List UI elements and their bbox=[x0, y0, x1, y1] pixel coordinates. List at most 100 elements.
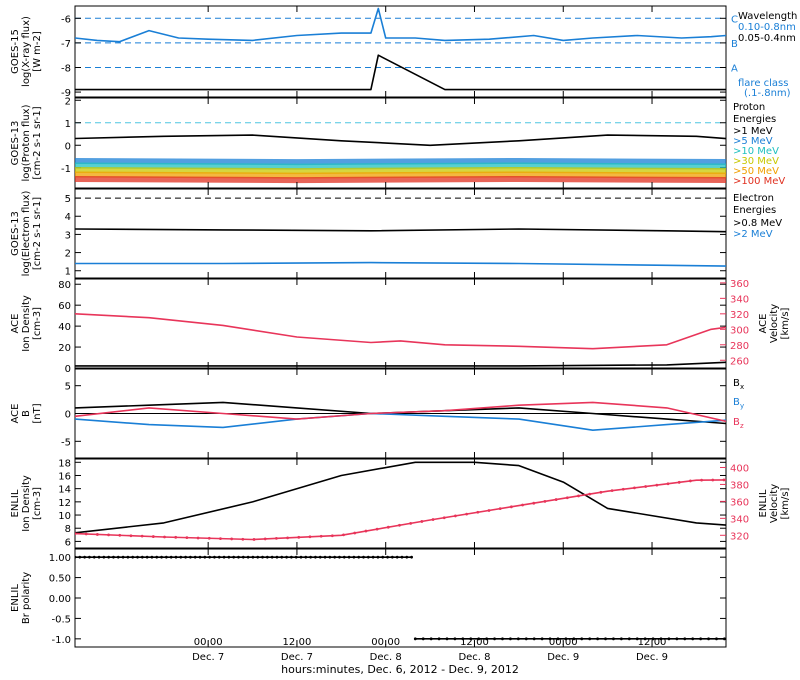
series-marker bbox=[509, 505, 513, 509]
y-tick-label-right: 340 bbox=[730, 294, 749, 305]
y-axis-label: log(Proton flux) bbox=[21, 104, 32, 181]
y-axis-label: GOES-15 bbox=[10, 29, 21, 74]
legend-entry-subscript: y bbox=[740, 402, 744, 410]
series-marker bbox=[314, 555, 317, 559]
series-marker bbox=[118, 533, 122, 537]
series-marker bbox=[699, 637, 703, 641]
series-marker bbox=[95, 533, 99, 536]
series-marker bbox=[498, 507, 502, 511]
y-tick-label: 0.00 bbox=[49, 594, 71, 605]
series-marker bbox=[185, 536, 189, 540]
series-line->0.8 MeV bbox=[75, 228, 726, 233]
series-marker bbox=[78, 555, 82, 559]
legend-title: Proton bbox=[733, 102, 765, 113]
series-marker bbox=[151, 535, 155, 538]
series-marker bbox=[203, 555, 207, 559]
series-marker bbox=[256, 555, 260, 559]
y-axis-label: ENLIL bbox=[10, 584, 21, 612]
series-marker bbox=[230, 537, 234, 541]
series-marker bbox=[323, 555, 327, 559]
series-marker bbox=[778, 637, 781, 640]
series-marker bbox=[454, 514, 457, 518]
panel-xray: C B A -9 -8 -7 -6 GOES-15 log(X-ray flux) [W m-2]… bbox=[10, 5, 797, 99]
series-marker bbox=[619, 637, 623, 641]
legend-entry: B bbox=[733, 378, 740, 389]
series-marker bbox=[308, 535, 312, 539]
y-tick-label: -1.0 bbox=[51, 635, 71, 646]
legend-title: Electron bbox=[733, 193, 774, 204]
y-tick-label: -7 bbox=[61, 39, 71, 50]
series-marker bbox=[532, 637, 536, 641]
series-marker bbox=[131, 555, 135, 559]
series-marker bbox=[265, 555, 269, 559]
series-marker bbox=[711, 478, 715, 482]
series-line-density bbox=[75, 361, 726, 367]
series-marker bbox=[219, 537, 222, 541]
series-marker bbox=[524, 637, 528, 641]
series-marker bbox=[222, 555, 226, 559]
series-marker bbox=[164, 555, 168, 559]
series-marker bbox=[121, 555, 125, 559]
series-marker bbox=[700, 478, 703, 482]
x-tick-date-label: Dec. 8 bbox=[458, 652, 490, 663]
series-group bbox=[75, 461, 782, 541]
panel-frame bbox=[74, 188, 727, 279]
x-tick-time-label: 00:00 bbox=[549, 637, 578, 648]
series-marker bbox=[352, 555, 356, 559]
legend-entry: >0.8 MeV bbox=[733, 218, 782, 229]
series-marker bbox=[330, 534, 334, 538]
y-tick-label-right: 260 bbox=[730, 356, 749, 367]
series-marker bbox=[794, 637, 797, 640]
y-axis-label: GOES-13 bbox=[10, 121, 21, 166]
legend-entry: B bbox=[733, 397, 740, 408]
y-tick-label-right: 340 bbox=[730, 514, 749, 525]
series-marker bbox=[548, 637, 552, 641]
x-tick-time-label: 00:00 bbox=[371, 637, 400, 648]
series-marker bbox=[261, 555, 264, 559]
series-marker bbox=[189, 555, 192, 559]
y-axis-label: ENLIL bbox=[10, 489, 21, 517]
y-axis-label: Ion Density bbox=[21, 475, 32, 532]
legend-entry-subscript: z bbox=[740, 422, 744, 430]
series-line->30 MeV bbox=[75, 167, 726, 175]
series-marker bbox=[140, 534, 144, 538]
series-marker bbox=[465, 512, 469, 516]
x-tick-date-label: Dec. 9 bbox=[547, 652, 579, 663]
series-marker bbox=[577, 494, 580, 498]
series-marker bbox=[318, 555, 322, 559]
series-group bbox=[75, 401, 726, 432]
y-tick-label: -6 bbox=[61, 14, 71, 25]
y-tick-label: 16 bbox=[58, 471, 71, 482]
series-marker bbox=[779, 478, 782, 481]
x-tick-date-label: Dec. 9 bbox=[636, 652, 668, 663]
x-tick-date-label: Dec. 7 bbox=[281, 652, 313, 663]
y-tick-label: 2 bbox=[65, 96, 71, 107]
series-marker bbox=[196, 536, 200, 540]
series-marker bbox=[485, 637, 489, 641]
series-marker bbox=[237, 555, 240, 559]
series-marker bbox=[543, 499, 547, 503]
series-marker bbox=[421, 637, 425, 641]
series-marker bbox=[395, 555, 399, 559]
y-axis-label: [W m-2] bbox=[32, 31, 43, 72]
series-marker bbox=[297, 535, 301, 539]
series-marker bbox=[375, 527, 379, 531]
y-tick-label: 6 bbox=[65, 537, 71, 548]
series-marker bbox=[294, 555, 298, 559]
series-marker bbox=[755, 637, 758, 640]
legend-entry: >30 MeV bbox=[733, 156, 779, 167]
x-axis-label: hours:minutes, Dec. 6, 2012 - Dec. 9, 20… bbox=[281, 663, 519, 676]
series-marker bbox=[84, 532, 88, 536]
x-tick-time-label: 12:00 bbox=[283, 637, 312, 648]
series-marker bbox=[241, 537, 245, 541]
series-marker bbox=[767, 478, 770, 481]
right-axis-label: ACE bbox=[758, 314, 769, 334]
legend-entry: >50 MeV bbox=[733, 166, 779, 177]
series-marker bbox=[756, 478, 759, 481]
series-marker bbox=[342, 555, 346, 559]
legend-entry: >1 MeV bbox=[733, 126, 773, 137]
panel-frame bbox=[74, 458, 727, 549]
panel-enlil_polarity: -1.0 -0.5 0.00 0.50 1.00 ENLIL Br polarity bbox=[10, 548, 797, 648]
series-marker bbox=[163, 535, 166, 539]
